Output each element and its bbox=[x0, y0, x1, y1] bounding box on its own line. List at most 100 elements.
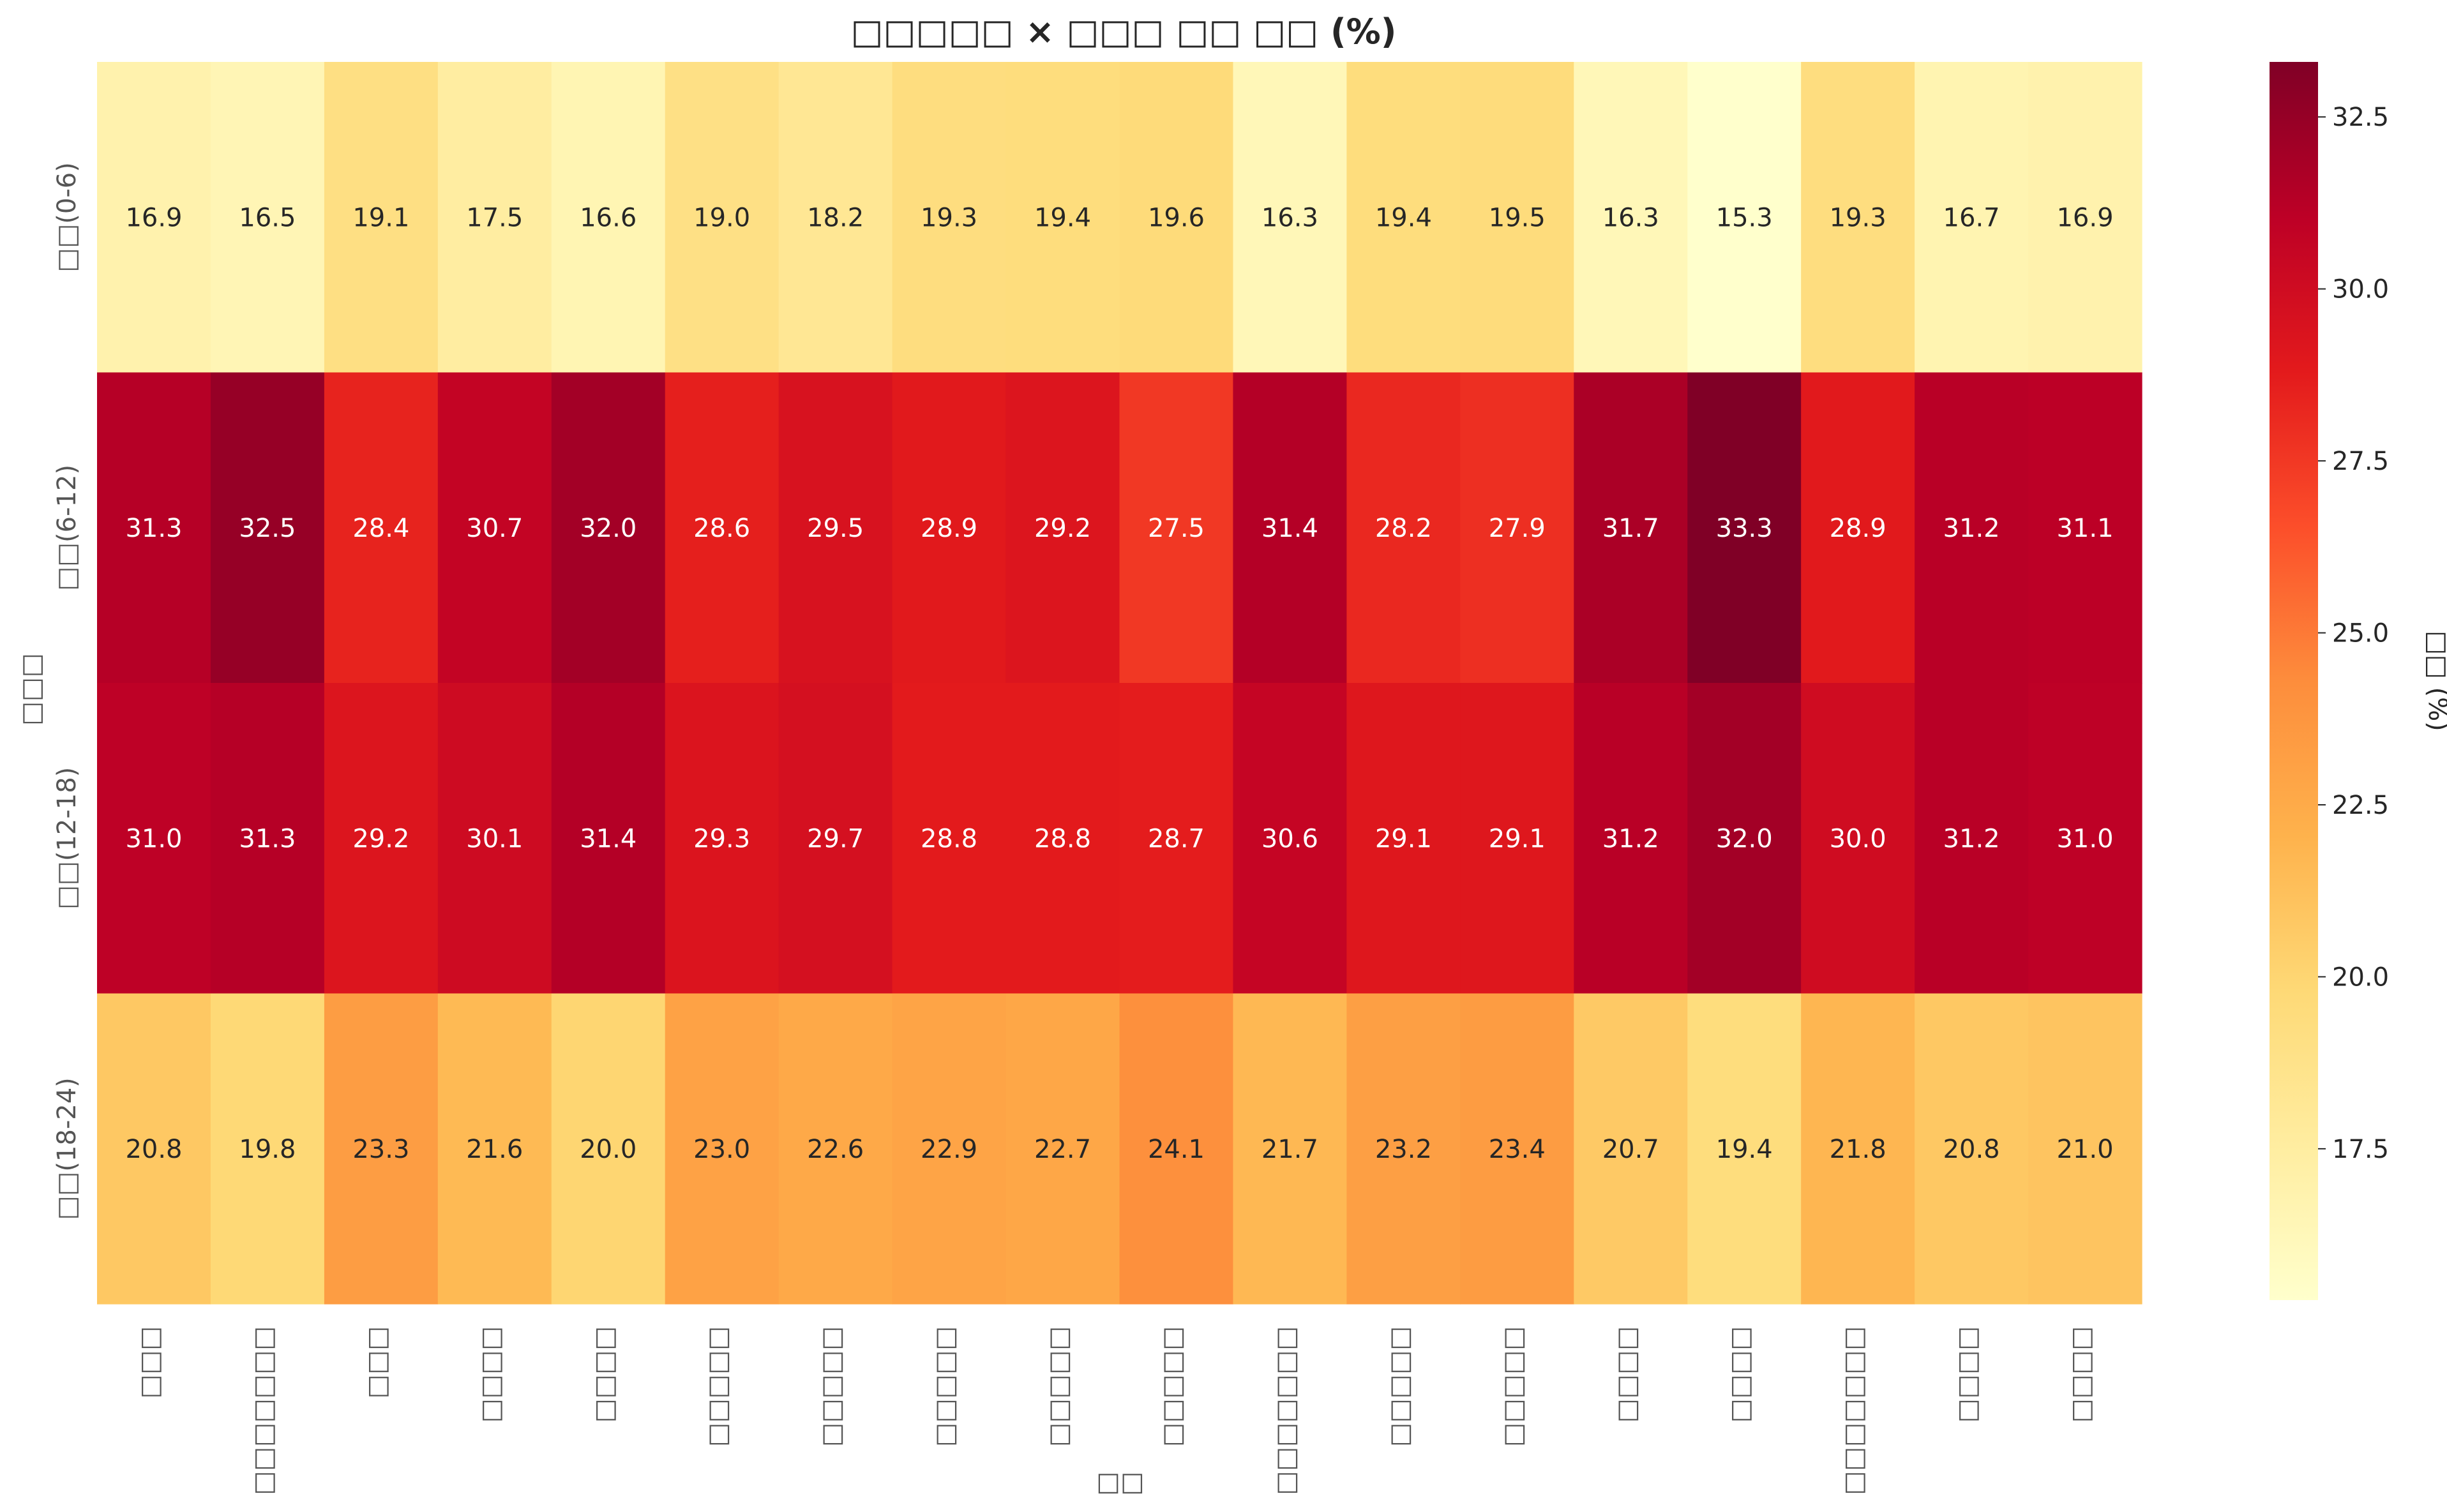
cell-value-label: 27.5 bbox=[1148, 514, 1205, 543]
cell-value-label: 15.3 bbox=[1716, 203, 1773, 232]
cell-value-label: 27.9 bbox=[1489, 514, 1546, 543]
heatmap-cell bbox=[2028, 372, 2142, 684]
heatmap-cell bbox=[665, 683, 779, 994]
x-tick-label: □□□□ bbox=[1729, 1326, 1758, 1423]
heatmap-cell bbox=[210, 993, 325, 1305]
heatmap-cell bbox=[665, 62, 779, 373]
x-tick-label: □□□□ bbox=[2070, 1326, 2099, 1423]
cell-value-label: 19.0 bbox=[693, 203, 750, 232]
heatmap-cell bbox=[1460, 372, 1574, 684]
colorbar-tick-label: 32.5 bbox=[2332, 103, 2389, 132]
cell-value-label: 21.7 bbox=[1261, 1135, 1318, 1164]
y-tick-labels: □□(0-6) □□(6-12) □□(12-18) □□(18-24) bbox=[52, 162, 82, 1220]
heatmap-cell bbox=[551, 993, 666, 1305]
cell-value-label: 17.5 bbox=[466, 203, 523, 232]
heatmap-cell-labels: 16.9 16.5 19.1 17.5 16.6 19.0 18.2 19.3 19.4 19.6… bbox=[125, 203, 2113, 1164]
cell-value-label: 22.9 bbox=[921, 1135, 977, 1164]
heatmap-cell bbox=[210, 372, 325, 684]
cell-value-label: 28.8 bbox=[921, 824, 977, 853]
colorbar-tick-label: 22.5 bbox=[2332, 791, 2389, 820]
heatmap-cell bbox=[1233, 683, 1347, 994]
heatmap-cell bbox=[437, 683, 552, 994]
heatmap-cell bbox=[1687, 62, 1802, 373]
x-tick-label: □□□□□ bbox=[820, 1326, 850, 1447]
cell-value-label: 32.0 bbox=[1716, 824, 1773, 853]
x-tick-label: □□□ bbox=[366, 1326, 395, 1398]
heatmap-cell bbox=[551, 62, 666, 373]
cell-value-label: 29.7 bbox=[807, 824, 864, 853]
cell-value-label: 19.4 bbox=[1716, 1135, 1773, 1164]
x-axis-label: □□ bbox=[1096, 1467, 1145, 1497]
cell-value-label: 21.6 bbox=[466, 1135, 523, 1164]
heatmap-cell bbox=[1687, 372, 1802, 684]
cell-value-label: 23.4 bbox=[1489, 1135, 1546, 1164]
x-tick-label: □□□□□ bbox=[1502, 1326, 1531, 1447]
heatmap-cell bbox=[1574, 683, 1688, 994]
cell-value-label: 16.9 bbox=[2056, 203, 2113, 232]
heatmap-cell bbox=[1346, 372, 1461, 684]
heatmap-cell bbox=[97, 62, 211, 373]
cell-value-label: 28.9 bbox=[921, 514, 977, 543]
heatmap-cell bbox=[97, 683, 211, 994]
heatmap-cell bbox=[2028, 683, 2142, 994]
heatmap-cell bbox=[324, 683, 439, 994]
heatmap-cell bbox=[437, 372, 552, 684]
cell-value-label: 31.3 bbox=[239, 824, 296, 853]
x-tick-label: □□□□□ bbox=[707, 1326, 736, 1447]
cell-value-label: 19.5 bbox=[1489, 203, 1546, 232]
cell-value-label: 31.0 bbox=[2056, 824, 2113, 853]
cell-value-label: 31.0 bbox=[125, 824, 182, 853]
heatmap-cell bbox=[324, 372, 439, 684]
cell-value-label: 16.5 bbox=[239, 203, 296, 232]
colorbar-tick-label: 30.0 bbox=[2332, 275, 2389, 304]
y-tick-label: □□(0-6) bbox=[52, 162, 82, 272]
colorbar-tick-label: 20.0 bbox=[2332, 962, 2389, 992]
heatmap-cell bbox=[1005, 993, 1120, 1305]
cell-value-label: 29.1 bbox=[1375, 824, 1432, 853]
cell-value-label: 28.9 bbox=[1830, 514, 1886, 543]
heatmap-cell bbox=[1233, 372, 1347, 684]
cell-value-label: 16.7 bbox=[1943, 203, 2000, 232]
cell-value-label: 19.4 bbox=[1375, 203, 1432, 232]
cell-value-label: 30.1 bbox=[466, 824, 523, 853]
x-tick-label: □□□□□□□ bbox=[1274, 1326, 1304, 1495]
cell-value-label: 19.8 bbox=[239, 1135, 296, 1164]
heatmap-cell bbox=[665, 372, 779, 684]
cell-value-label: 31.7 bbox=[1602, 514, 1659, 543]
cell-value-label: 28.4 bbox=[352, 514, 409, 543]
heatmap-cell bbox=[210, 683, 325, 994]
cell-value-label: 29.3 bbox=[693, 824, 750, 853]
cell-value-label: 16.6 bbox=[580, 203, 636, 232]
heatmap-cell bbox=[1801, 993, 1915, 1305]
y-tick-label: □□(18-24) bbox=[52, 1077, 82, 1220]
colorbar-label: □□ (%) bbox=[2423, 631, 2447, 731]
cell-value-label: 30.6 bbox=[1261, 824, 1318, 853]
heatmap-cell bbox=[1687, 683, 1802, 994]
cell-value-label: 19.3 bbox=[921, 203, 977, 232]
colorbar-gradient bbox=[2270, 62, 2318, 1300]
heatmap-cell bbox=[1119, 683, 1234, 994]
cell-value-label: 28.7 bbox=[1148, 824, 1205, 853]
heatmap-cell bbox=[1346, 683, 1461, 994]
cell-value-label: 31.1 bbox=[2056, 514, 2113, 543]
cell-value-label: 32.5 bbox=[239, 514, 296, 543]
cell-value-label: 20.8 bbox=[1943, 1135, 2000, 1164]
heatmap-cell bbox=[551, 372, 666, 684]
cell-value-label: 31.4 bbox=[580, 824, 636, 853]
heatmap-cell bbox=[665, 993, 779, 1305]
heatmap-cell bbox=[778, 993, 893, 1305]
cell-value-label: 31.3 bbox=[125, 514, 182, 543]
colorbar-tick-label: 17.5 bbox=[2332, 1135, 2389, 1164]
y-tick-label: □□(6-12) bbox=[52, 465, 82, 591]
cell-value-label: 20.0 bbox=[580, 1135, 636, 1164]
cell-value-label: 23.0 bbox=[693, 1135, 750, 1164]
heatmap-cell bbox=[1915, 372, 2029, 684]
cell-value-label: 18.2 bbox=[807, 203, 864, 232]
heatmap-cell bbox=[1801, 372, 1915, 684]
cell-value-label: 30.7 bbox=[466, 514, 523, 543]
cell-value-label: 30.0 bbox=[1830, 824, 1886, 853]
cell-value-label: 28.6 bbox=[693, 514, 750, 543]
heatmap-cell bbox=[1460, 62, 1574, 373]
cell-value-label: 29.2 bbox=[1034, 514, 1091, 543]
